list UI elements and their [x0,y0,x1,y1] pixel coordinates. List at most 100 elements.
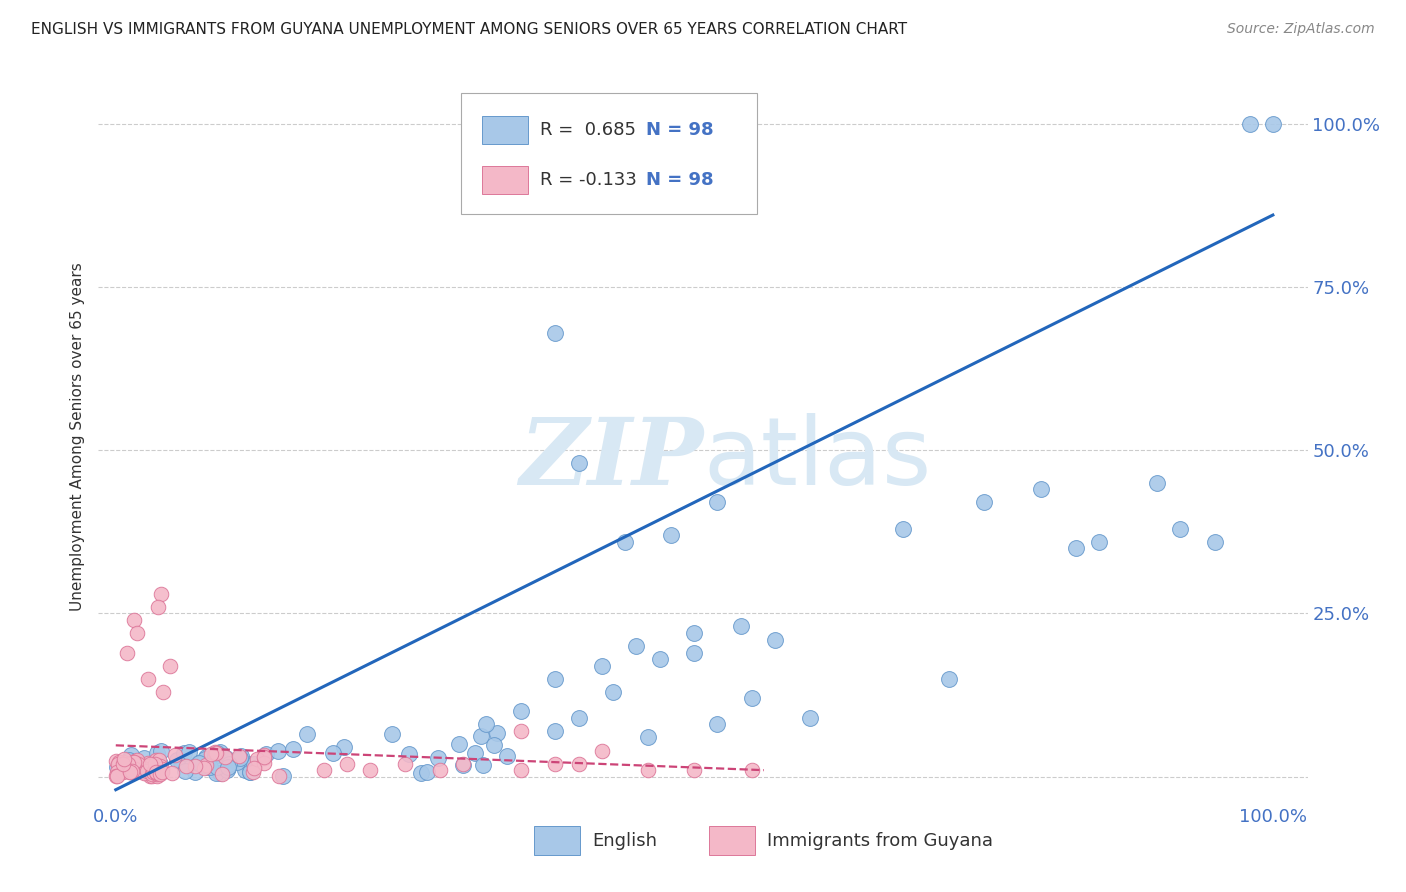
Point [281,741,304,756]
Point [138,760,160,774]
Point [253,751,276,765]
Text: ZIP: ZIP [519,414,703,504]
Point [183,764,205,779]
Point [125,626,148,640]
Point [112,758,135,772]
Point [107,756,129,771]
Point [231,748,253,763]
Point [613,534,636,549]
Point [706,717,728,731]
Point [108,764,131,778]
Point [141,766,163,780]
Point [254,747,277,762]
Point [266,744,288,758]
Point [173,746,195,760]
Point [208,765,231,780]
Point [637,731,659,745]
Point [174,759,197,773]
Point [626,639,648,653]
Point [105,754,128,768]
Point [136,759,159,773]
Point [132,764,155,779]
Point [183,758,205,772]
Point [120,765,142,780]
Point [149,587,172,601]
Point [141,769,163,783]
Point [149,758,172,772]
Point [134,751,156,765]
Point [225,755,247,769]
Point [112,752,135,766]
Point [799,711,821,725]
Point [683,646,706,660]
Point [451,756,474,771]
Point [253,748,276,763]
Point [115,646,138,660]
Point [160,766,183,780]
Point [214,751,236,765]
Point [464,746,486,760]
Point [105,760,128,774]
Point [145,769,167,783]
Point [146,766,169,780]
Point [544,756,567,771]
Point [195,758,218,772]
Text: R =  0.685: R = 0.685 [540,121,636,139]
Point [217,761,239,775]
Point [145,753,167,767]
Point [143,760,166,774]
Point [108,756,131,771]
Point [120,747,142,762]
Point [267,769,290,783]
Point [246,752,269,766]
Point [111,757,134,772]
Point [1261,117,1284,131]
Point [146,746,169,760]
Point [449,737,471,751]
Point [105,769,128,783]
Point [205,747,228,761]
Point [118,753,141,767]
Point [218,756,240,771]
Point [427,750,450,764]
Point [741,691,763,706]
Point [242,764,264,779]
Point [239,765,262,780]
Point [648,652,671,666]
Text: N = 98: N = 98 [647,170,714,188]
Point [312,763,335,777]
Point [124,755,146,769]
Point [198,760,221,774]
Point [122,756,145,770]
Y-axis label: Unemployment Among Seniors over 65 years: Unemployment Among Seniors over 65 years [70,263,86,611]
Text: R = -0.133: R = -0.133 [540,170,637,188]
Point [471,757,494,772]
Point [195,759,218,773]
Point [252,756,274,770]
FancyBboxPatch shape [534,826,579,855]
Point [243,761,266,775]
Point [143,764,166,779]
Point [509,723,531,738]
Point [509,705,531,719]
Point [1031,483,1053,497]
Point [136,756,159,770]
Point [233,763,256,777]
Point [149,767,172,781]
Point [125,753,148,767]
Point [938,672,960,686]
Point [112,755,135,769]
Point [333,739,356,754]
Point [683,763,706,777]
Point [131,757,153,772]
Point [194,752,217,766]
Point [1204,534,1226,549]
Point [127,757,149,772]
Point [150,762,173,776]
Point [416,765,439,780]
Point [124,755,146,769]
Point [359,763,381,777]
Point [763,632,786,647]
Point [381,726,404,740]
Point [891,521,914,535]
